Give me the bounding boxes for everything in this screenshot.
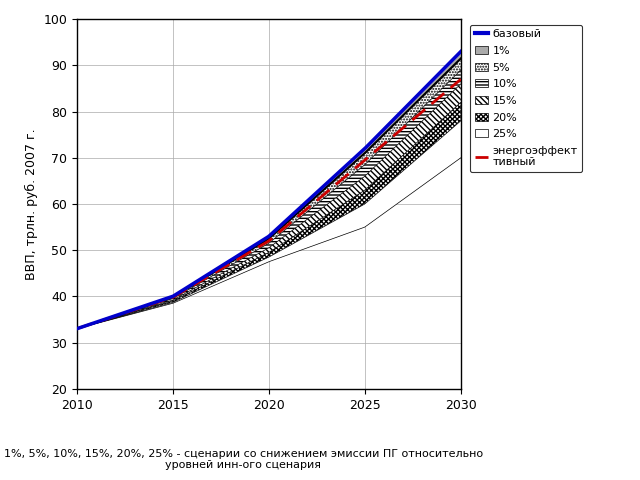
Text: 1%, 5%, 10%, 15%, 20%, 25% - сценарии со снижением эмиссии ПГ относительно
уровн: 1%, 5%, 10%, 15%, 20%, 25% - сценарии со… — [4, 449, 483, 470]
Legend: базовый, 1%, 5%, 10%, 15%, 20%, 25%, энергоэффект
тивный: базовый, 1%, 5%, 10%, 15%, 20%, 25%, эне… — [470, 25, 582, 172]
Y-axis label: ВВП, трлн. руб. 2007 г.: ВВП, трлн. руб. 2007 г. — [24, 128, 38, 280]
